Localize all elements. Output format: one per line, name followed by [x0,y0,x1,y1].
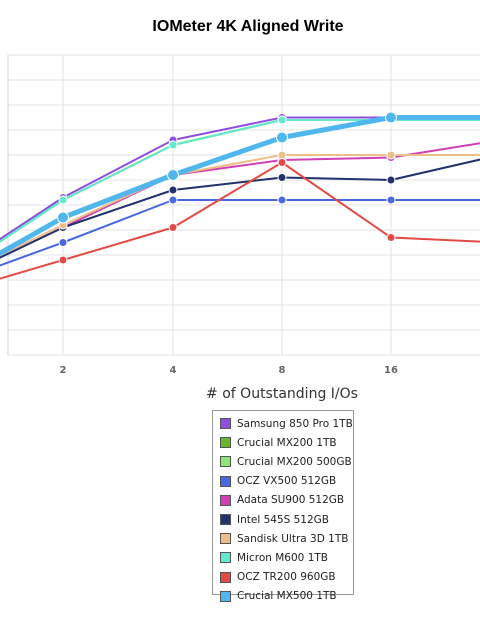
data-point[interactable] [277,115,287,125]
series-crucial-mx500-1tb [0,111,480,257]
data-point[interactable] [386,233,396,242]
legend-item[interactable]: Crucial MX500 1TB [213,587,353,606]
series-line [0,161,480,280]
x-tick-label: 4 [170,365,177,376]
legend-item[interactable]: Intel 545S 512GB [213,510,353,529]
data-point[interactable] [277,158,287,167]
legend-label: Micron M600 1TB [237,551,328,564]
legend-swatch [220,571,231,583]
series-samsung-850-pro-1tb [0,113,480,241]
series-line [0,199,480,267]
series-ocz-tr200-960gb [0,158,480,280]
legend-item[interactable]: OCZ TR200 960GB [213,568,353,587]
legend-label: Intel 545S 512GB [237,513,330,526]
x-axis-title: # of Outstanding I/Os [206,386,358,402]
data-point[interactable] [168,223,178,232]
x-tick-label: 8 [279,365,286,376]
legend: Samsung 850 Pro 1TB Crucial MX200 1TB Cruc… [212,410,354,602]
legend-swatch [220,456,231,468]
series-line [0,115,480,257]
x-axis: 2 4 8 16 [60,365,398,376]
series-line [0,154,480,257]
series-line [0,119,480,243]
legend-item[interactable]: Samsung 850 Pro 1TB [213,414,353,433]
legend-label: OCZ VX500 512GB [237,475,337,488]
x-tick-label: 2 [60,365,67,376]
data-point[interactable] [277,195,287,205]
legend-item[interactable]: Crucial MX200 1TB [213,433,353,452]
legend-swatch [220,475,231,487]
legend-item[interactable]: OCZ VX500 512GB [213,472,353,491]
series-line [0,158,480,259]
legend-swatch [220,533,231,545]
legend-swatch [220,494,231,506]
legend-label: Crucial MX200 1TB [237,436,337,449]
data-point[interactable] [58,195,68,205]
data-point[interactable] [58,255,68,265]
series-intel-545s-512gb [0,158,480,259]
data-point[interactable] [167,169,179,181]
legend-label: OCZ TR200 960GB [237,571,336,584]
legend-label: Adata SU900 512GB [237,494,345,507]
x-tick-label: 16 [384,365,398,376]
data-point[interactable] [277,150,287,160]
legend-label: Crucial MX500 1TB [237,590,337,603]
data-point[interactable] [57,211,69,224]
legend-label: Samsung 850 Pro 1TB [237,417,353,430]
series-layer [0,111,480,280]
chart-title: IOMeter 4K Aligned Write [152,18,344,35]
data-point[interactable] [168,140,178,150]
legend-item[interactable]: Crucial MX200 500GB [213,452,353,471]
legend-swatch [220,437,231,449]
legend-item[interactable]: Adata SU900 512GB [213,491,353,510]
legend-swatch [220,590,231,602]
series-ocz-vx500-512gb [0,195,480,267]
legend-swatch [220,418,231,430]
data-point[interactable] [386,150,396,160]
legend-swatch [220,514,231,526]
series-line [0,142,480,259]
legend-swatch [220,552,231,564]
data-point[interactable] [277,173,287,182]
series-line [0,116,480,241]
data-point[interactable] [385,111,397,124]
series-micron-m600-1tb [0,115,480,243]
legend-label: Crucial MX200 500GB [237,455,352,468]
grid [7,54,480,356]
data-point[interactable] [386,175,396,185]
data-point[interactable] [168,195,178,205]
legend-item[interactable]: Micron M600 1TB [213,548,353,567]
data-point[interactable] [386,195,396,205]
legend-label: Sandisk Ultra 3D 1TB [237,532,349,545]
data-point[interactable] [168,185,178,195]
data-point[interactable] [276,131,288,144]
data-point[interactable] [58,238,68,247]
legend-item[interactable]: Sandisk Ultra 3D 1TB [213,529,353,548]
series-adata-su900-512gb [0,142,480,259]
